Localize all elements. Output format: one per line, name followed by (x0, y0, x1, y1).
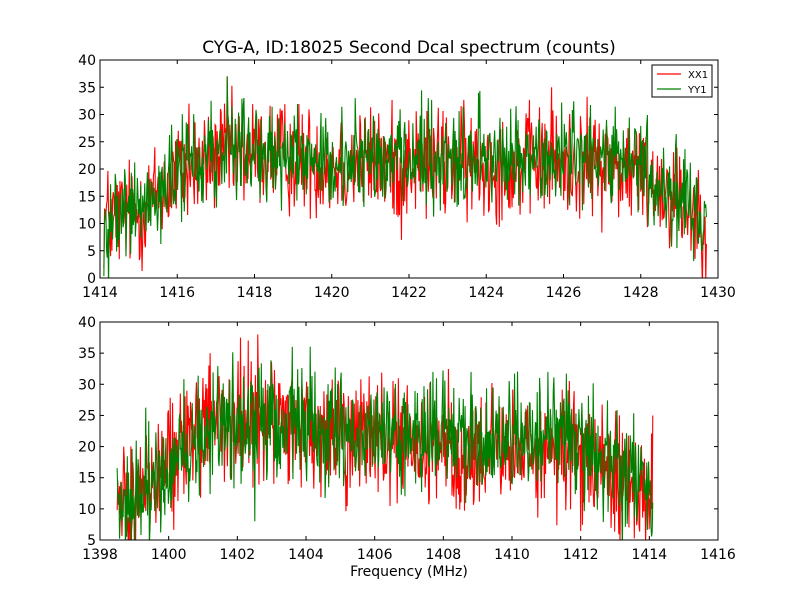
axes-frame (99, 321, 719, 541)
y-tick-label: 15 (78, 471, 96, 487)
x-tick-label: 1416 (159, 285, 195, 301)
y-tick-label: 5 (87, 533, 96, 549)
x-tick-label: 1420 (314, 285, 350, 301)
x-tick-label: 1402 (220, 547, 256, 563)
series-yy1-line (103, 76, 707, 278)
x-tick-label: 1428 (623, 285, 659, 301)
y-tick-label: 40 (78, 315, 96, 331)
legend-label-xx1: XX1 (688, 70, 708, 81)
x-tick-label: 1408 (426, 547, 462, 563)
y-tick-label: 5 (87, 244, 96, 260)
series-yy1-line (116, 346, 654, 540)
y-tick-label: 10 (78, 502, 96, 518)
y-tick-label: 10 (78, 217, 96, 233)
x-tick-label: 1414 (82, 285, 118, 301)
y-tick-label: 30 (78, 377, 96, 393)
x-tick-label: 1398 (82, 547, 118, 563)
chart-panel-1: 1414 1416 1418 1420 1422 1424 1426 1428 1430 0 5 10… (78, 53, 736, 301)
x-tick-label: 1422 (391, 285, 427, 301)
legend-box (651, 64, 713, 98)
x-tick-label: 1418 (237, 285, 273, 301)
y-tick-label: 0 (87, 271, 96, 287)
x-tick-label: 1412 (563, 547, 599, 563)
legend-label-yy1: YY1 (687, 85, 707, 96)
series-xx1-line (103, 76, 707, 278)
x-tick-label: 1410 (494, 547, 530, 563)
y-tick-label: 15 (78, 189, 96, 205)
x-tick-label: 1406 (357, 547, 393, 563)
y-tick-label: 20 (78, 162, 96, 178)
y-tick-label: 35 (78, 346, 96, 362)
x-axis-label: Frequency (MHz) (350, 564, 468, 580)
chart-title: CYG-A, ID:18025 Second Dcal spectrum (co… (202, 38, 616, 58)
y-tick-label: 25 (78, 408, 96, 424)
x-tick-label: 1430 (700, 285, 736, 301)
y-tick-label: 20 (78, 440, 96, 456)
y-tick-label: 35 (78, 80, 96, 96)
chart-panel-2: 1398 1400 1402 1404 1406 1408 1410 1412 1414 1416… (78, 315, 736, 563)
y-tick-label: 30 (78, 108, 96, 124)
x-tick-label: 1424 (468, 285, 504, 301)
x-tick-label: 1400 (151, 547, 187, 563)
y-tick-label: 25 (78, 135, 96, 151)
y-tick-label: 40 (78, 53, 96, 69)
x-tick-label: 1416 (700, 547, 736, 563)
x-tick-label: 1426 (546, 285, 582, 301)
x-tick-label: 1414 (632, 547, 668, 563)
x-tick-label: 1404 (288, 547, 324, 563)
